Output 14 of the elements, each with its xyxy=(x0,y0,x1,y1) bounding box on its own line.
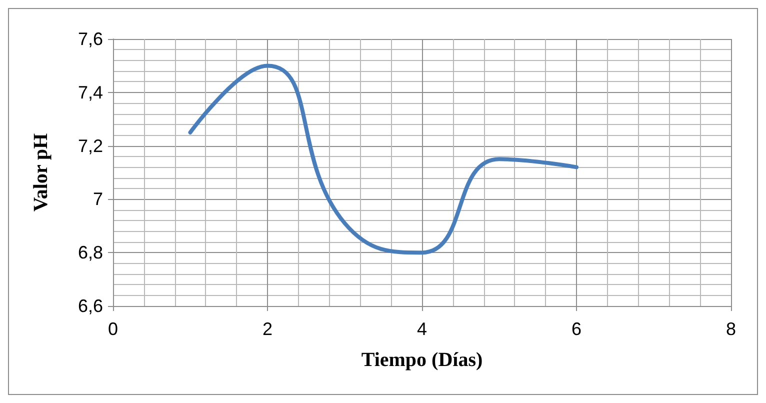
x-tick-label: 0 xyxy=(108,319,118,339)
x-tick-label: 4 xyxy=(416,319,428,339)
x-tick-label: 6 xyxy=(571,319,582,339)
x-axis-title: Tiempo (Días) xyxy=(361,349,483,371)
y-tick-label: 7,2 xyxy=(78,136,103,156)
y-tick-label: 7 xyxy=(92,189,103,210)
y-tick-label: 6,6 xyxy=(78,296,103,316)
x-tick-label: 8 xyxy=(726,319,736,339)
line-series xyxy=(188,64,578,255)
y-axis-title: Valor pH xyxy=(30,132,52,212)
y-tick-label: 7,4 xyxy=(78,82,103,102)
y-tick-label: 7,6 xyxy=(78,29,103,49)
x-tick-label: 2 xyxy=(262,319,273,339)
y-tick-label: 6,8 xyxy=(78,242,103,263)
